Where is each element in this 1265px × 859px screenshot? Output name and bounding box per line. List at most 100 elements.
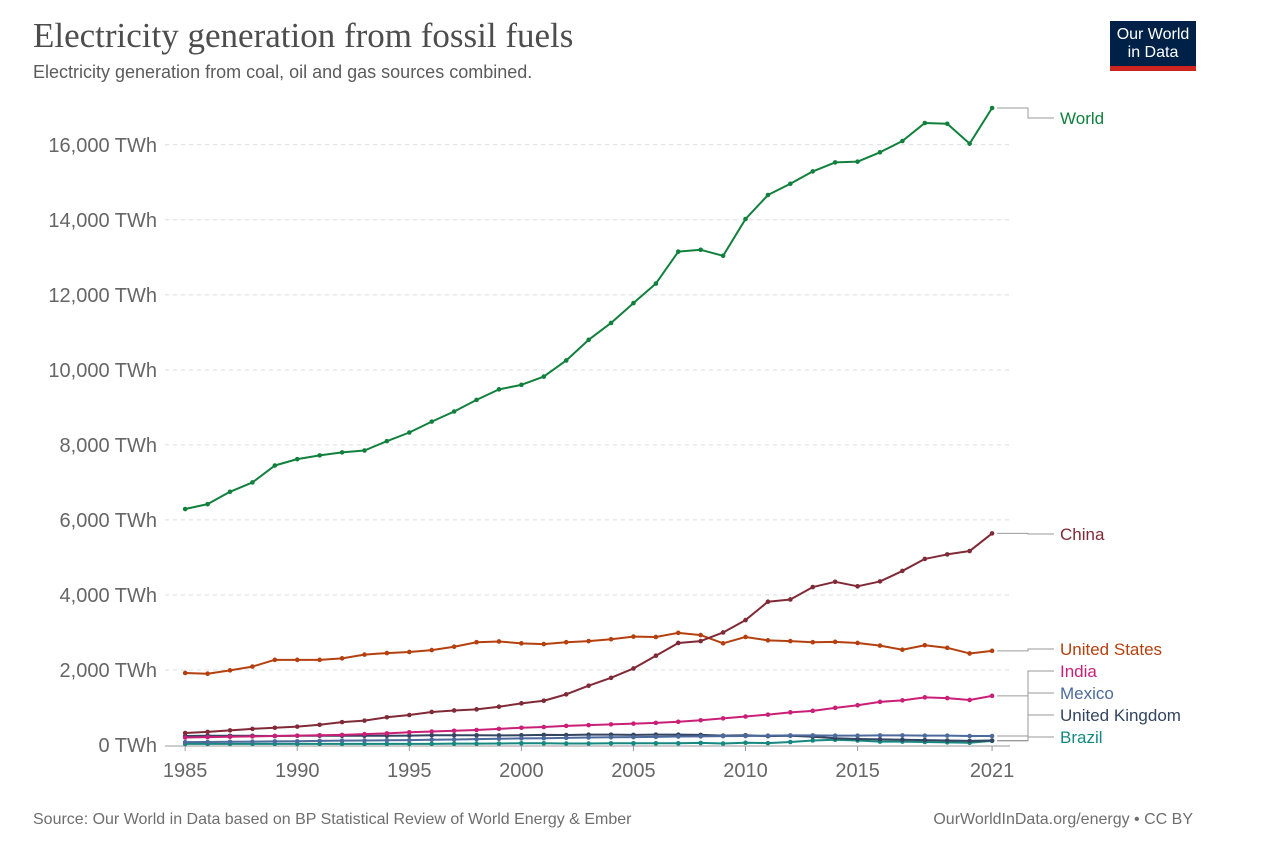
data-point[interactable] — [989, 738, 995, 743]
data-point[interactable] — [294, 456, 300, 462]
data-point[interactable] — [317, 722, 322, 728]
data-point[interactable] — [384, 731, 390, 736]
data-point[interactable] — [900, 568, 905, 574]
data-point[interactable] — [250, 664, 255, 669]
data-point[interactable] — [788, 597, 793, 602]
data-point[interactable] — [429, 647, 435, 653]
data-point[interactable] — [474, 397, 479, 403]
data-point[interactable] — [182, 739, 188, 745]
data-point[interactable] — [900, 733, 905, 738]
data-point[interactable] — [519, 736, 524, 741]
data-point[interactable] — [182, 506, 188, 512]
data-point[interactable] — [407, 649, 412, 655]
data-point[interactable] — [743, 714, 748, 719]
data-point[interactable] — [429, 732, 435, 738]
data-point[interactable] — [272, 463, 278, 468]
data-point[interactable] — [496, 639, 502, 644]
series-line-india[interactable] — [185, 694, 993, 739]
series-label-brazil[interactable]: Brazil — [1060, 728, 1103, 747]
data-point[interactable] — [631, 741, 636, 746]
data-point[interactable] — [227, 728, 233, 733]
data-point[interactable] — [339, 719, 345, 725]
data-point[interactable] — [474, 727, 479, 733]
data-point[interactable] — [765, 740, 771, 746]
data-point[interactable] — [451, 409, 457, 414]
data-point[interactable] — [832, 705, 838, 711]
data-point[interactable] — [474, 732, 479, 738]
data-point[interactable] — [832, 160, 838, 165]
data-point[interactable] — [474, 736, 479, 742]
data-point[interactable] — [720, 733, 726, 739]
data-point[interactable] — [720, 253, 726, 259]
data-point[interactable] — [451, 644, 457, 650]
license-link[interactable]: OurWorldInData.org/energy • CC BY — [933, 811, 1193, 828]
data-point[interactable] — [541, 732, 547, 738]
data-point[interactable] — [362, 718, 367, 723]
data-point[interactable] — [608, 675, 614, 681]
data-point[interactable] — [855, 159, 860, 164]
data-point[interactable] — [765, 192, 771, 198]
data-point[interactable] — [743, 216, 748, 222]
data-point[interactable] — [586, 683, 591, 689]
data-point[interactable] — [653, 741, 659, 746]
owid-logo[interactable]: Our World in Data — [1110, 21, 1196, 71]
data-point[interactable] — [832, 733, 838, 738]
data-point[interactable] — [675, 640, 681, 646]
data-point[interactable] — [743, 617, 748, 623]
data-point[interactable] — [967, 733, 972, 739]
data-point[interactable] — [205, 729, 210, 735]
data-point[interactable] — [429, 709, 435, 715]
data-point[interactable] — [407, 729, 412, 735]
data-point[interactable] — [339, 738, 345, 743]
data-point[interactable] — [317, 732, 322, 738]
data-point[interactable] — [339, 450, 345, 455]
data-point[interactable] — [496, 704, 502, 710]
data-point[interactable] — [272, 739, 278, 744]
data-point[interactable] — [563, 741, 569, 746]
data-point[interactable] — [922, 737, 928, 743]
data-point[interactable] — [563, 692, 569, 697]
data-point[interactable] — [339, 741, 345, 747]
data-point[interactable] — [675, 630, 681, 636]
data-point[interactable] — [407, 712, 412, 718]
data-point[interactable] — [631, 666, 636, 671]
data-point[interactable] — [451, 741, 457, 746]
data-point[interactable] — [944, 733, 950, 738]
data-point[interactable] — [765, 733, 771, 738]
data-point[interactable] — [182, 735, 188, 740]
data-point[interactable] — [653, 734, 659, 740]
data-point[interactable] — [989, 693, 995, 699]
data-point[interactable] — [227, 739, 233, 745]
data-point[interactable] — [317, 738, 322, 744]
data-point[interactable] — [631, 300, 636, 306]
data-point[interactable] — [698, 734, 703, 739]
data-point[interactable] — [541, 741, 547, 746]
data-point[interactable] — [205, 501, 210, 507]
data-point[interactable] — [855, 702, 860, 708]
data-point[interactable] — [832, 639, 838, 645]
data-point[interactable] — [407, 733, 412, 738]
data-point[interactable] — [922, 120, 928, 126]
data-point[interactable] — [586, 337, 591, 343]
data-point[interactable] — [496, 387, 502, 392]
series-label-united-kingdom[interactable]: United Kingdom — [1060, 706, 1181, 725]
data-point[interactable] — [362, 738, 367, 743]
data-point[interactable] — [877, 643, 883, 648]
data-point[interactable] — [967, 697, 972, 703]
data-point[interactable] — [832, 579, 838, 585]
data-point[interactable] — [362, 731, 367, 737]
data-point[interactable] — [900, 138, 905, 144]
data-point[interactable] — [474, 707, 479, 712]
data-point[interactable] — [788, 733, 793, 738]
data-point[interactable] — [384, 714, 390, 720]
data-point[interactable] — [205, 739, 210, 745]
data-point[interactable] — [384, 738, 390, 743]
data-point[interactable] — [272, 657, 278, 663]
data-point[interactable] — [362, 448, 367, 453]
data-point[interactable] — [182, 730, 188, 736]
data-point[interactable] — [541, 724, 547, 730]
data-point[interactable] — [877, 149, 883, 155]
data-point[interactable] — [384, 650, 390, 656]
data-point[interactable] — [496, 733, 502, 738]
data-point[interactable] — [698, 638, 703, 644]
